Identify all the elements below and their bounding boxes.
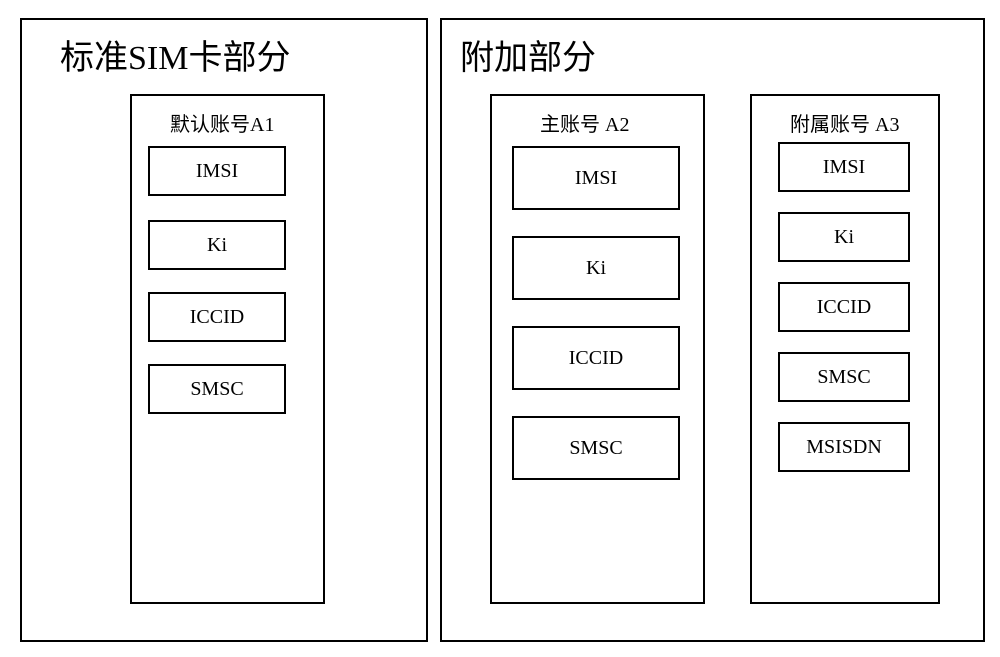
field-a2-imsi: IMSI	[512, 146, 680, 210]
section-title-additional: 附加部分	[460, 30, 596, 79]
field-a3-iccid: ICCID	[778, 282, 910, 332]
field-a1-iccid: ICCID	[148, 292, 286, 342]
field-label: ICCID	[817, 296, 871, 319]
field-label: MSISDN	[806, 436, 882, 459]
field-label: SMSC	[190, 378, 243, 401]
field-a3-ki: Ki	[778, 212, 910, 262]
field-a3-smsc: SMSC	[778, 352, 910, 402]
account-title-a3: 附属账号 A3	[790, 108, 899, 137]
field-a1-imsi: IMSI	[148, 146, 286, 196]
field-a1-smsc: SMSC	[148, 364, 286, 414]
field-a1-ki: Ki	[148, 220, 286, 270]
field-a2-ki: Ki	[512, 236, 680, 300]
field-a2-iccid: ICCID	[512, 326, 680, 390]
diagram-canvas: 标准SIM卡部分默认账号A1 IMSI Ki ICCID SMSC 附加部分主账号 A2 I…	[0, 0, 1000, 657]
field-a2-smsc: SMSC	[512, 416, 680, 480]
field-label: ICCID	[190, 306, 244, 329]
field-label: Ki	[586, 257, 606, 280]
account-title-a1: 默认账号A1	[170, 108, 274, 137]
section-title-standard: 标准SIM卡部分	[60, 30, 290, 79]
field-label: IMSI	[196, 160, 238, 183]
field-a3-imsi: IMSI	[778, 142, 910, 192]
field-label: SMSC	[817, 366, 870, 389]
field-label: IMSI	[575, 167, 617, 190]
field-label: SMSC	[569, 437, 622, 460]
field-label: ICCID	[569, 347, 623, 370]
field-label: Ki	[207, 234, 227, 257]
field-a3-msisdn: MSISDN	[778, 422, 910, 472]
field-label: Ki	[834, 226, 854, 249]
field-label: IMSI	[823, 156, 865, 179]
account-title-a2: 主账号 A2	[540, 108, 629, 137]
